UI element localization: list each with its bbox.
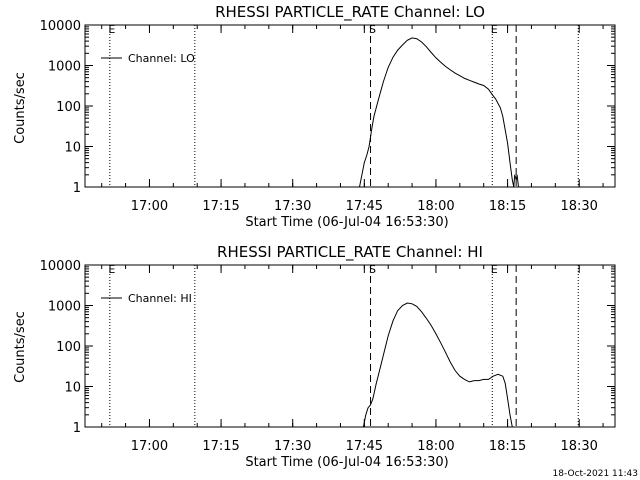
panel-hi: RHESSI PARTICLE_RATE Channel: HI Counts/…: [13, 243, 616, 470]
event-marker-label: E: [491, 23, 498, 36]
x-axis-label: Start Time (06-Jul-04 16:53:30): [245, 455, 448, 470]
legend-entry: Channel: LO: [128, 52, 195, 65]
chart-title: RHESSI PARTICLE_RATE Channel: LO: [215, 3, 485, 22]
x-tick-label: 18:15: [489, 439, 526, 454]
y-tick-label: 100: [56, 100, 81, 115]
y-tick-label: 10000: [40, 259, 81, 274]
chart-title: RHESSI PARTICLE_RATE Channel: HI: [217, 243, 483, 262]
plot-frame: [84, 264, 616, 428]
panel-lo: RHESSI PARTICLE_RATE Channel: LO Counts/…: [13, 3, 616, 230]
y-axis-label: Counts/sec: [13, 311, 28, 383]
x-tick-label: 17:15: [202, 199, 239, 214]
event-marker-label: S: [369, 23, 376, 36]
y-tick-label: 1000: [48, 300, 81, 315]
event-marker-label: E: [491, 263, 498, 276]
plot-frame: [84, 24, 616, 188]
x-tick-label: 17:45: [346, 439, 383, 454]
y-tick-label: 100: [56, 340, 81, 355]
x-tick-label: 18:00: [417, 439, 454, 454]
x-tick-label: 17:15: [202, 439, 239, 454]
x-tick-label: 18:15: [489, 199, 526, 214]
y-tick-label: 10: [64, 381, 81, 396]
footer-timestamp: 18-Oct-2021 11:43: [553, 469, 638, 479]
x-tick-label: 17:30: [274, 439, 311, 454]
x-tick-label: 18:00: [417, 199, 454, 214]
x-tick-label: 17:30: [274, 199, 311, 214]
series-line: [362, 302, 513, 428]
event-marker-label: S: [369, 263, 376, 276]
x-tick-label: 17:00: [131, 199, 168, 214]
y-tick-label: 1000: [48, 60, 81, 75]
y-tick-label: 1: [73, 421, 81, 436]
x-tick-label: 17:45: [346, 199, 383, 214]
y-tick-label: 1: [73, 181, 81, 196]
y-tick-label: 10: [64, 141, 81, 156]
x-tick-label: 18:30: [560, 439, 597, 454]
series-line: [359, 37, 519, 188]
event-marker-label: E: [108, 263, 115, 276]
event-marker-label: E: [108, 23, 115, 36]
x-axis-label: Start Time (06-Jul-04 16:53:30): [245, 215, 448, 230]
legend-entry: Channel: HI: [128, 292, 192, 305]
x-tick-label: 18:30: [560, 199, 597, 214]
y-axis-label: Counts/sec: [13, 72, 28, 144]
y-tick-label: 10000: [40, 19, 81, 34]
x-tick-label: 17:00: [131, 439, 168, 454]
